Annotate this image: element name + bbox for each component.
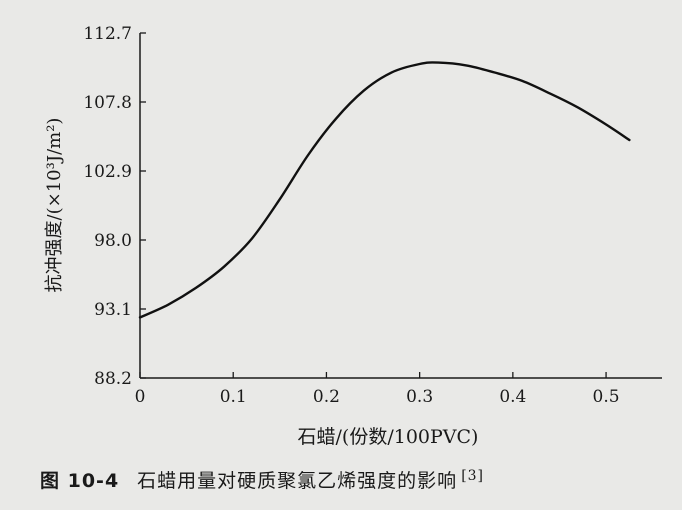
x-tick-label: 0.2 (313, 387, 340, 407)
ticks: 0 0.1 0.2 0.3 0.4 0.5 88.2 93.1 98.0 102.9 107.8 11… (83, 24, 619, 407)
y-tick-label: 102.9 (83, 162, 132, 182)
x-tick-label: 0.4 (499, 387, 526, 407)
x-tick-label: 0.3 (406, 387, 433, 407)
caption-reference: [3] (461, 467, 485, 484)
y-tick-label: 93.1 (94, 300, 132, 320)
y-tick-label: 98.0 (94, 231, 132, 251)
y-tick-label: 112.7 (83, 24, 132, 44)
y-tick-label: 88.2 (94, 369, 132, 389)
figure-number: 图 10-4 (40, 470, 120, 492)
series-line (138, 61, 631, 319)
chart: 0 0.1 0.2 0.3 0.4 0.5 88.2 93.1 98.0 102.9 107.8 11… (44, 24, 662, 448)
y-axis-label: 抗冲强度/(×10³J/m²) (44, 118, 65, 293)
x-tick-label: 0.1 (220, 387, 247, 407)
series (138, 61, 631, 319)
x-tick-label: 0.5 (593, 387, 620, 407)
figure-caption: 图 10-4 石蜡用量对硬质聚氯乙烯强度的影响 [3] (40, 466, 484, 493)
x-axis-label: 石蜡/(份数/100PVC) (298, 426, 479, 448)
y-tick-label: 107.8 (83, 93, 132, 113)
caption-text: 石蜡用量对硬质聚氯乙烯强度的影响 (137, 470, 458, 492)
axes (139, 33, 662, 379)
x-tick-label: 0 (135, 387, 146, 407)
